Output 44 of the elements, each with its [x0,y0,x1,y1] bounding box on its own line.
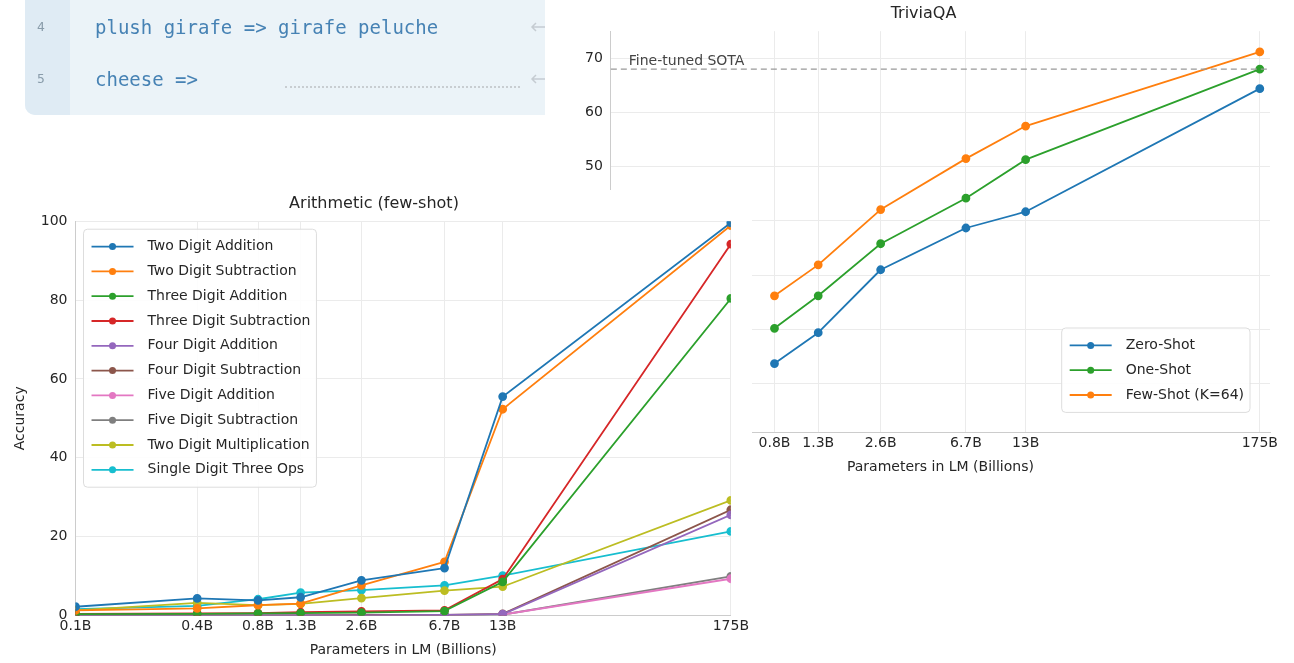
x-tick-label: 1.3B [802,434,835,451]
legend-label: Zero-Shot [1125,336,1196,353]
y-tick-label: 80 [49,290,68,307]
y-tick-label: 70 [584,48,603,65]
text: 4 [37,18,46,36]
x-tick-label: 6.7B [949,434,982,451]
text: cheese => [95,67,198,92]
x-tick-label: 0.4B [181,617,214,634]
x-tick-label: 0.8B [242,617,274,634]
x-tick-label: 6.7B [428,617,461,634]
legend-label: Three Digit Addition [146,286,288,303]
legend-label: Four Digit Addition [147,336,278,353]
x-tick-label: 13B [488,617,517,634]
legend-label: Four Digit Subtraction [147,361,302,378]
x-tick-label: 0.8B [758,434,791,451]
legend-label: Two Digit Subtraction [146,262,297,279]
legend-label: Single Digit Three Ops [147,460,305,477]
y-tick-label: 60 [584,103,603,120]
x-axis-title: Parameters in LM (Billions) [846,458,1034,475]
y-axis-title: Accuracy [11,386,28,451]
legend-label: Two Digit Addition [146,237,274,254]
text: 5 [37,70,46,88]
chart-title: Arithmetic (few-shot) [289,192,459,212]
x-tick-label: 1.3B [284,617,317,634]
y-tick-label: 50 [584,157,603,174]
ref-line-label: Fine-tuned SOTA [628,51,745,68]
legend-label: Five Digit Addition [147,386,276,403]
x-axis-title: Parameters in LM (Billions) [309,641,497,658]
y-tick-label: 60 [49,369,68,386]
x-tick-label: 2.6B [345,617,378,634]
legend-label: Two Digit Multiplication [146,435,310,452]
y-tick-label: 20 [49,527,68,544]
x-tick-label: 2.6B [864,434,897,451]
x-tick-label: 175B [1241,434,1278,451]
x-tick-label: 175B [712,617,749,634]
y-tick-label: 100 [40,211,68,228]
chart-title: TriviaQA [889,2,957,22]
text: plush girafe => girafe peluche [95,15,439,40]
legend-label: Three Digit Subtraction [146,311,311,328]
y-tick-label: 40 [49,448,68,465]
legend-label: Five Digit Subtraction [147,410,299,427]
x-tick-label: 13B [1011,434,1040,451]
legend-label: One-Shot [1125,360,1192,377]
legend-label: Few-Shot (K=64) [1125,385,1245,402]
